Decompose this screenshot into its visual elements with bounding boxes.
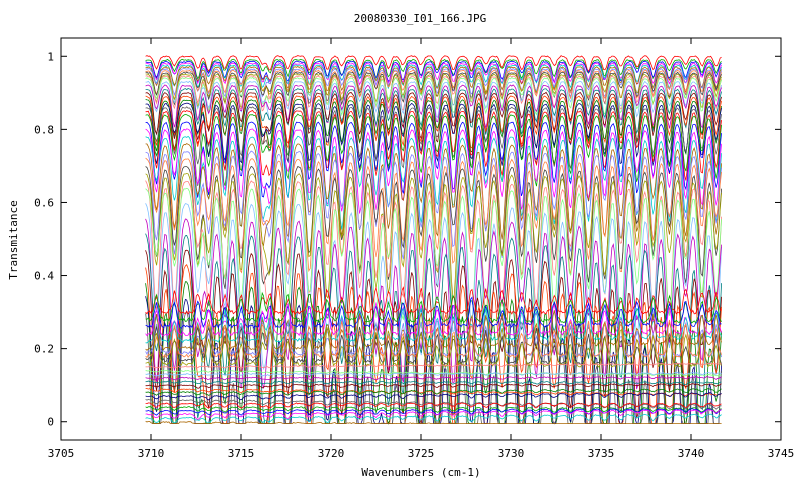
y-tick-label: 0.8 <box>34 123 54 136</box>
series-line <box>145 413 722 424</box>
series-line <box>145 302 722 337</box>
x-tick-label: 3735 <box>588 447 615 460</box>
series-line <box>145 406 722 414</box>
series-line <box>145 388 722 396</box>
series-line <box>145 296 722 329</box>
ticks-layer: 3705 3710 3715 3720 3725 3730 3735 3740 3745 0 0.2… <box>34 38 794 460</box>
series-line <box>145 55 722 73</box>
series-line <box>145 75 722 113</box>
series-line <box>145 408 722 416</box>
x-tick-label: 3725 <box>408 447 435 460</box>
x-tick-label: 3705 <box>48 447 75 460</box>
series-line <box>145 392 722 401</box>
series-line <box>145 99 722 158</box>
x-tick-label: 3730 <box>498 447 525 460</box>
series-line <box>145 376 722 381</box>
series-line <box>145 62 722 87</box>
y-tick-label: 1 <box>47 50 54 63</box>
series-line <box>145 291 722 324</box>
series-line <box>145 64 722 91</box>
series-line <box>145 420 722 425</box>
y-tick-label: 0.6 <box>34 196 54 209</box>
series-line <box>145 58 722 80</box>
x-tick-label: 3745 <box>768 447 795 460</box>
series-line <box>145 187 722 341</box>
series-line <box>145 325 722 368</box>
series-line <box>145 319 722 359</box>
series-line <box>145 84 722 130</box>
y-tick-label: 0 <box>47 416 54 429</box>
series-line <box>145 380 722 386</box>
series-layer <box>145 55 722 425</box>
y-tick-label: 0.4 <box>34 270 54 283</box>
series-line <box>145 307 722 344</box>
series-line <box>145 371 722 377</box>
series-line <box>145 362 722 369</box>
chart-title: 20080330_I01_166.JPG <box>354 12 486 25</box>
x-axis-label: Wavenumbers (cm-1) <box>361 466 480 479</box>
series-line <box>145 383 722 389</box>
series-line <box>145 113 722 187</box>
series-line <box>145 80 722 124</box>
series-line <box>145 319 722 359</box>
series-line <box>145 402 722 409</box>
series-line <box>145 60 722 84</box>
series-line <box>145 409 722 421</box>
series-line <box>145 203 722 371</box>
series-line <box>145 88 722 137</box>
series-line <box>145 77 722 117</box>
series-line <box>145 285 722 315</box>
x-tick-label: 3740 <box>678 447 705 460</box>
series-line <box>145 121 722 202</box>
x-tick-label: 3710 <box>138 447 165 460</box>
series-line <box>145 218 722 390</box>
series-line <box>145 65 722 95</box>
y-axis-label: Transmitance <box>7 200 20 279</box>
y-tick-label: 0.2 <box>34 343 54 356</box>
series-line <box>145 143 722 247</box>
x-tick-label: 3720 <box>318 447 345 460</box>
series-line <box>145 150 722 260</box>
x-tick-label: 3715 <box>228 447 255 460</box>
